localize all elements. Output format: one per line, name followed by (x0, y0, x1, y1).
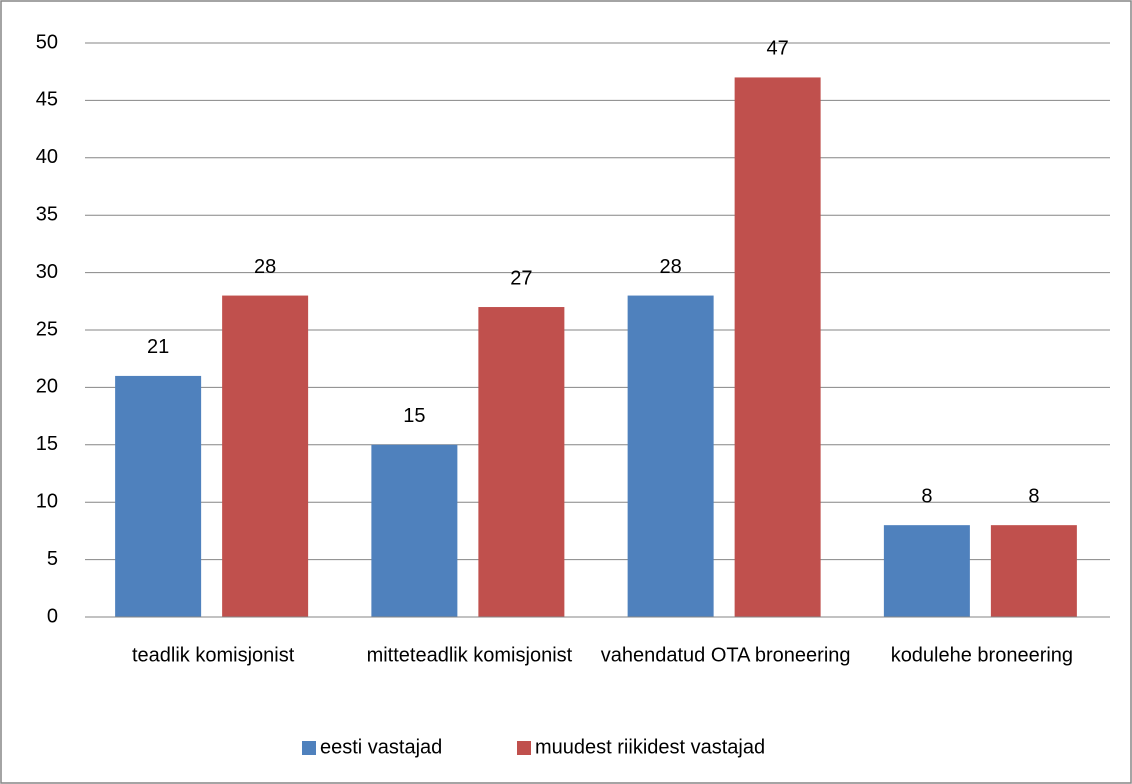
data-label: 28 (660, 256, 682, 278)
legend-swatch (302, 741, 316, 755)
y-tick-label: 50 (36, 31, 58, 53)
data-label: 21 (147, 336, 169, 358)
data-label: 8 (1028, 485, 1039, 507)
x-tick-label: mitteteadlik komisjonist (367, 644, 573, 666)
bar (478, 307, 565, 617)
y-tick-label: 35 (36, 203, 58, 225)
bar (734, 77, 821, 617)
data-label: 47 (767, 38, 789, 60)
bar (115, 375, 202, 617)
data-label: 8 (921, 485, 932, 507)
x-tick-label: vahendatud OTA broneering (601, 644, 851, 666)
y-tick-label: 10 (36, 490, 58, 512)
bar (627, 295, 714, 617)
y-tick-label: 25 (36, 318, 58, 340)
bar (990, 525, 1077, 617)
legend-label: eesti vastajad (320, 736, 442, 758)
y-tick-label: 15 (36, 433, 58, 455)
x-tick-label: teadlik komisjonist (132, 644, 295, 666)
legend-label: muudest riikidest vastajad (535, 736, 765, 758)
data-label: 28 (254, 256, 276, 278)
bar (222, 295, 309, 617)
y-tick-label: 40 (36, 146, 58, 168)
y-tick-label: 5 (47, 548, 58, 570)
data-label: 15 (403, 405, 425, 427)
y-tick-label: 30 (36, 261, 58, 283)
y-tick-label: 0 (47, 605, 58, 627)
legend-swatch (517, 741, 531, 755)
x-tick-label: kodulehe broneering (891, 644, 1073, 666)
y-tick-label: 20 (36, 376, 58, 398)
data-label: 27 (510, 267, 532, 289)
bar (371, 444, 458, 617)
bar (883, 525, 970, 617)
y-tick-label: 45 (36, 89, 58, 111)
